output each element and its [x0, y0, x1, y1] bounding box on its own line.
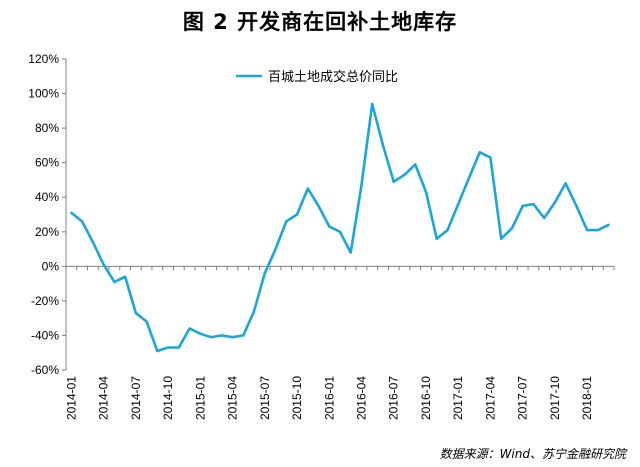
x-tick-label: 2017-01	[451, 376, 465, 420]
data-point	[607, 223, 610, 227]
data-point	[328, 225, 331, 228]
data-point	[414, 163, 417, 166]
data-point	[242, 334, 245, 337]
y-tick-label: 80%	[35, 121, 59, 135]
data-point	[134, 311, 138, 315]
y-tick-label: -60%	[31, 363, 59, 377]
x-tick-label: 2015-07	[258, 376, 272, 420]
data-point	[349, 251, 352, 254]
data-point	[123, 275, 127, 278]
y-tick-label: -20%	[31, 294, 59, 308]
x-axis-ticks: 2014-01 2014-04 2014-07 2014-10 2015-01 2015-…	[64, 266, 615, 420]
data-point	[199, 332, 202, 335]
chart-title: 图 2 开发商在回补土地库存	[182, 10, 458, 34]
x-tick-label: 2016-04	[354, 376, 368, 420]
data-point	[317, 204, 320, 208]
data-point	[403, 173, 406, 176]
data-point	[274, 247, 277, 251]
data-point	[145, 320, 148, 323]
data-point	[446, 228, 449, 232]
data-point	[553, 201, 557, 204]
y-tick-label: 100%	[28, 87, 59, 101]
data-point	[263, 272, 266, 275]
y-tick-label: 0%	[42, 259, 60, 273]
x-tick-label: 2016-10	[419, 376, 433, 420]
data-point	[542, 216, 546, 220]
data-point	[381, 144, 385, 147]
data-point	[585, 228, 589, 232]
x-tick-label: 2015-04	[226, 376, 240, 420]
data-point	[188, 327, 191, 330]
x-tick-label: 2015-10	[290, 376, 304, 420]
data-point	[456, 202, 460, 206]
data-point	[478, 151, 481, 154]
y-tick-label: 120%	[28, 52, 59, 66]
data-point	[306, 187, 309, 190]
y-tick-label: 20%	[35, 225, 59, 239]
data-point	[70, 211, 73, 214]
x-tick-label: 2017-04	[483, 376, 497, 420]
data-point	[166, 346, 170, 349]
series-line	[70, 102, 610, 353]
x-tick-label: 2016-07	[387, 376, 401, 420]
legend: 百城土地成交总价同比	[236, 69, 398, 85]
data-point	[285, 220, 288, 223]
x-tick-label: 2016-01	[322, 376, 336, 420]
data-point	[156, 349, 159, 353]
data-point	[295, 213, 299, 216]
chart-axes	[65, 59, 614, 370]
data-point	[392, 180, 395, 183]
data-point	[467, 177, 471, 180]
data-point	[435, 237, 438, 240]
data-point	[220, 334, 224, 337]
x-tick-label: 2014-01	[64, 376, 78, 420]
x-tick-label: 2014-10	[161, 376, 175, 420]
data-point	[424, 190, 428, 194]
y-tick-label: -40%	[31, 328, 59, 342]
data-point	[371, 102, 374, 106]
y-tick-label: 40%	[35, 190, 59, 204]
data-point	[575, 204, 578, 208]
data-point	[209, 335, 213, 339]
y-tick-label: 60%	[35, 156, 59, 170]
data-point	[360, 183, 363, 187]
data-point	[80, 220, 84, 223]
x-tick-label: 2018-01	[580, 376, 594, 420]
data-point	[596, 228, 600, 232]
data-point	[91, 240, 95, 244]
data-point	[252, 310, 256, 313]
y-axis-ticks: 120% 100% 80% 60% 40% 20% 0% -20% -40% -60%	[28, 52, 66, 377]
source-note: 数据来源：Wind、苏宁金融研究院	[439, 447, 626, 461]
data-point	[177, 346, 181, 349]
legend-label: 百城土地成交总价同比	[268, 69, 398, 85]
data-point	[499, 237, 503, 240]
x-tick-label: 2017-07	[516, 376, 530, 420]
data-point	[338, 230, 342, 233]
data-point	[521, 204, 524, 208]
data-point	[231, 335, 234, 339]
x-tick-label: 2015-01	[193, 376, 207, 420]
series-layer	[70, 102, 610, 353]
data-point	[564, 182, 567, 185]
data-point	[102, 263, 105, 266]
data-point	[113, 280, 116, 284]
x-tick-label: 2017-10	[548, 376, 562, 420]
data-point	[532, 202, 535, 206]
data-point	[489, 156, 492, 159]
data-point	[510, 227, 514, 230]
x-tick-label: 2014-07	[129, 376, 143, 420]
x-tick-label: 2014-04	[97, 376, 111, 420]
